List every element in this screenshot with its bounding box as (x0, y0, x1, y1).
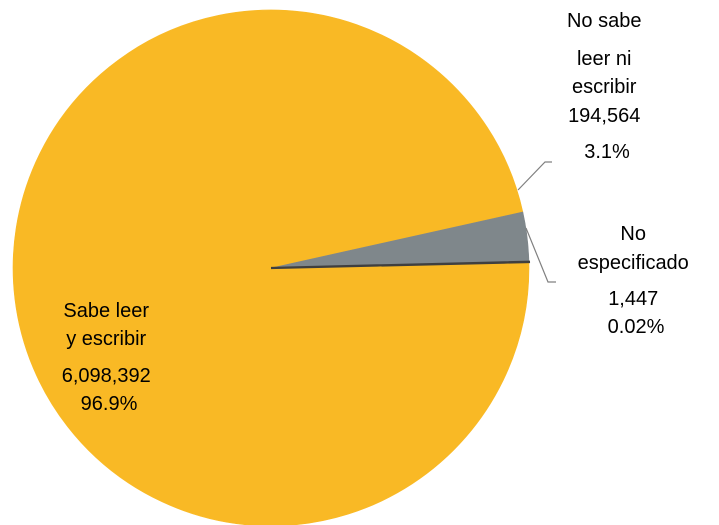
label-line: leer ni (577, 48, 631, 70)
pie-slice-no-especificado (270, 260, 531, 270)
data-label-no-sabe: No sabe leer ni escribir 194,564 3.1% (567, 10, 647, 163)
leader-line-no-sabe (517, 161, 552, 191)
pie-slices (12, 9, 531, 525)
percent-text: 0.02% (608, 316, 665, 338)
leader-line-no-especificado (525, 227, 556, 283)
data-label-sabe-leer: Sabe leer y escribir 6,098,392 96.9% (62, 300, 157, 415)
label-line: No sabe (567, 10, 642, 32)
percent-text: 3.1% (584, 141, 630, 163)
value-text: 1,447 (608, 288, 658, 310)
label-line: No (620, 223, 646, 245)
value-text: 6,098,392 (62, 365, 151, 387)
label-line: especificado (578, 252, 689, 274)
percent-text: 96.9% (81, 393, 138, 415)
label-line: escribir (572, 76, 637, 98)
data-label-no-especificado: No especificado 1,447 0.02% (578, 223, 695, 338)
label-line: Sabe leer (63, 300, 149, 322)
leader-lines (517, 161, 556, 283)
value-text: 194,564 (568, 105, 640, 127)
label-line: y escribir (66, 328, 146, 350)
